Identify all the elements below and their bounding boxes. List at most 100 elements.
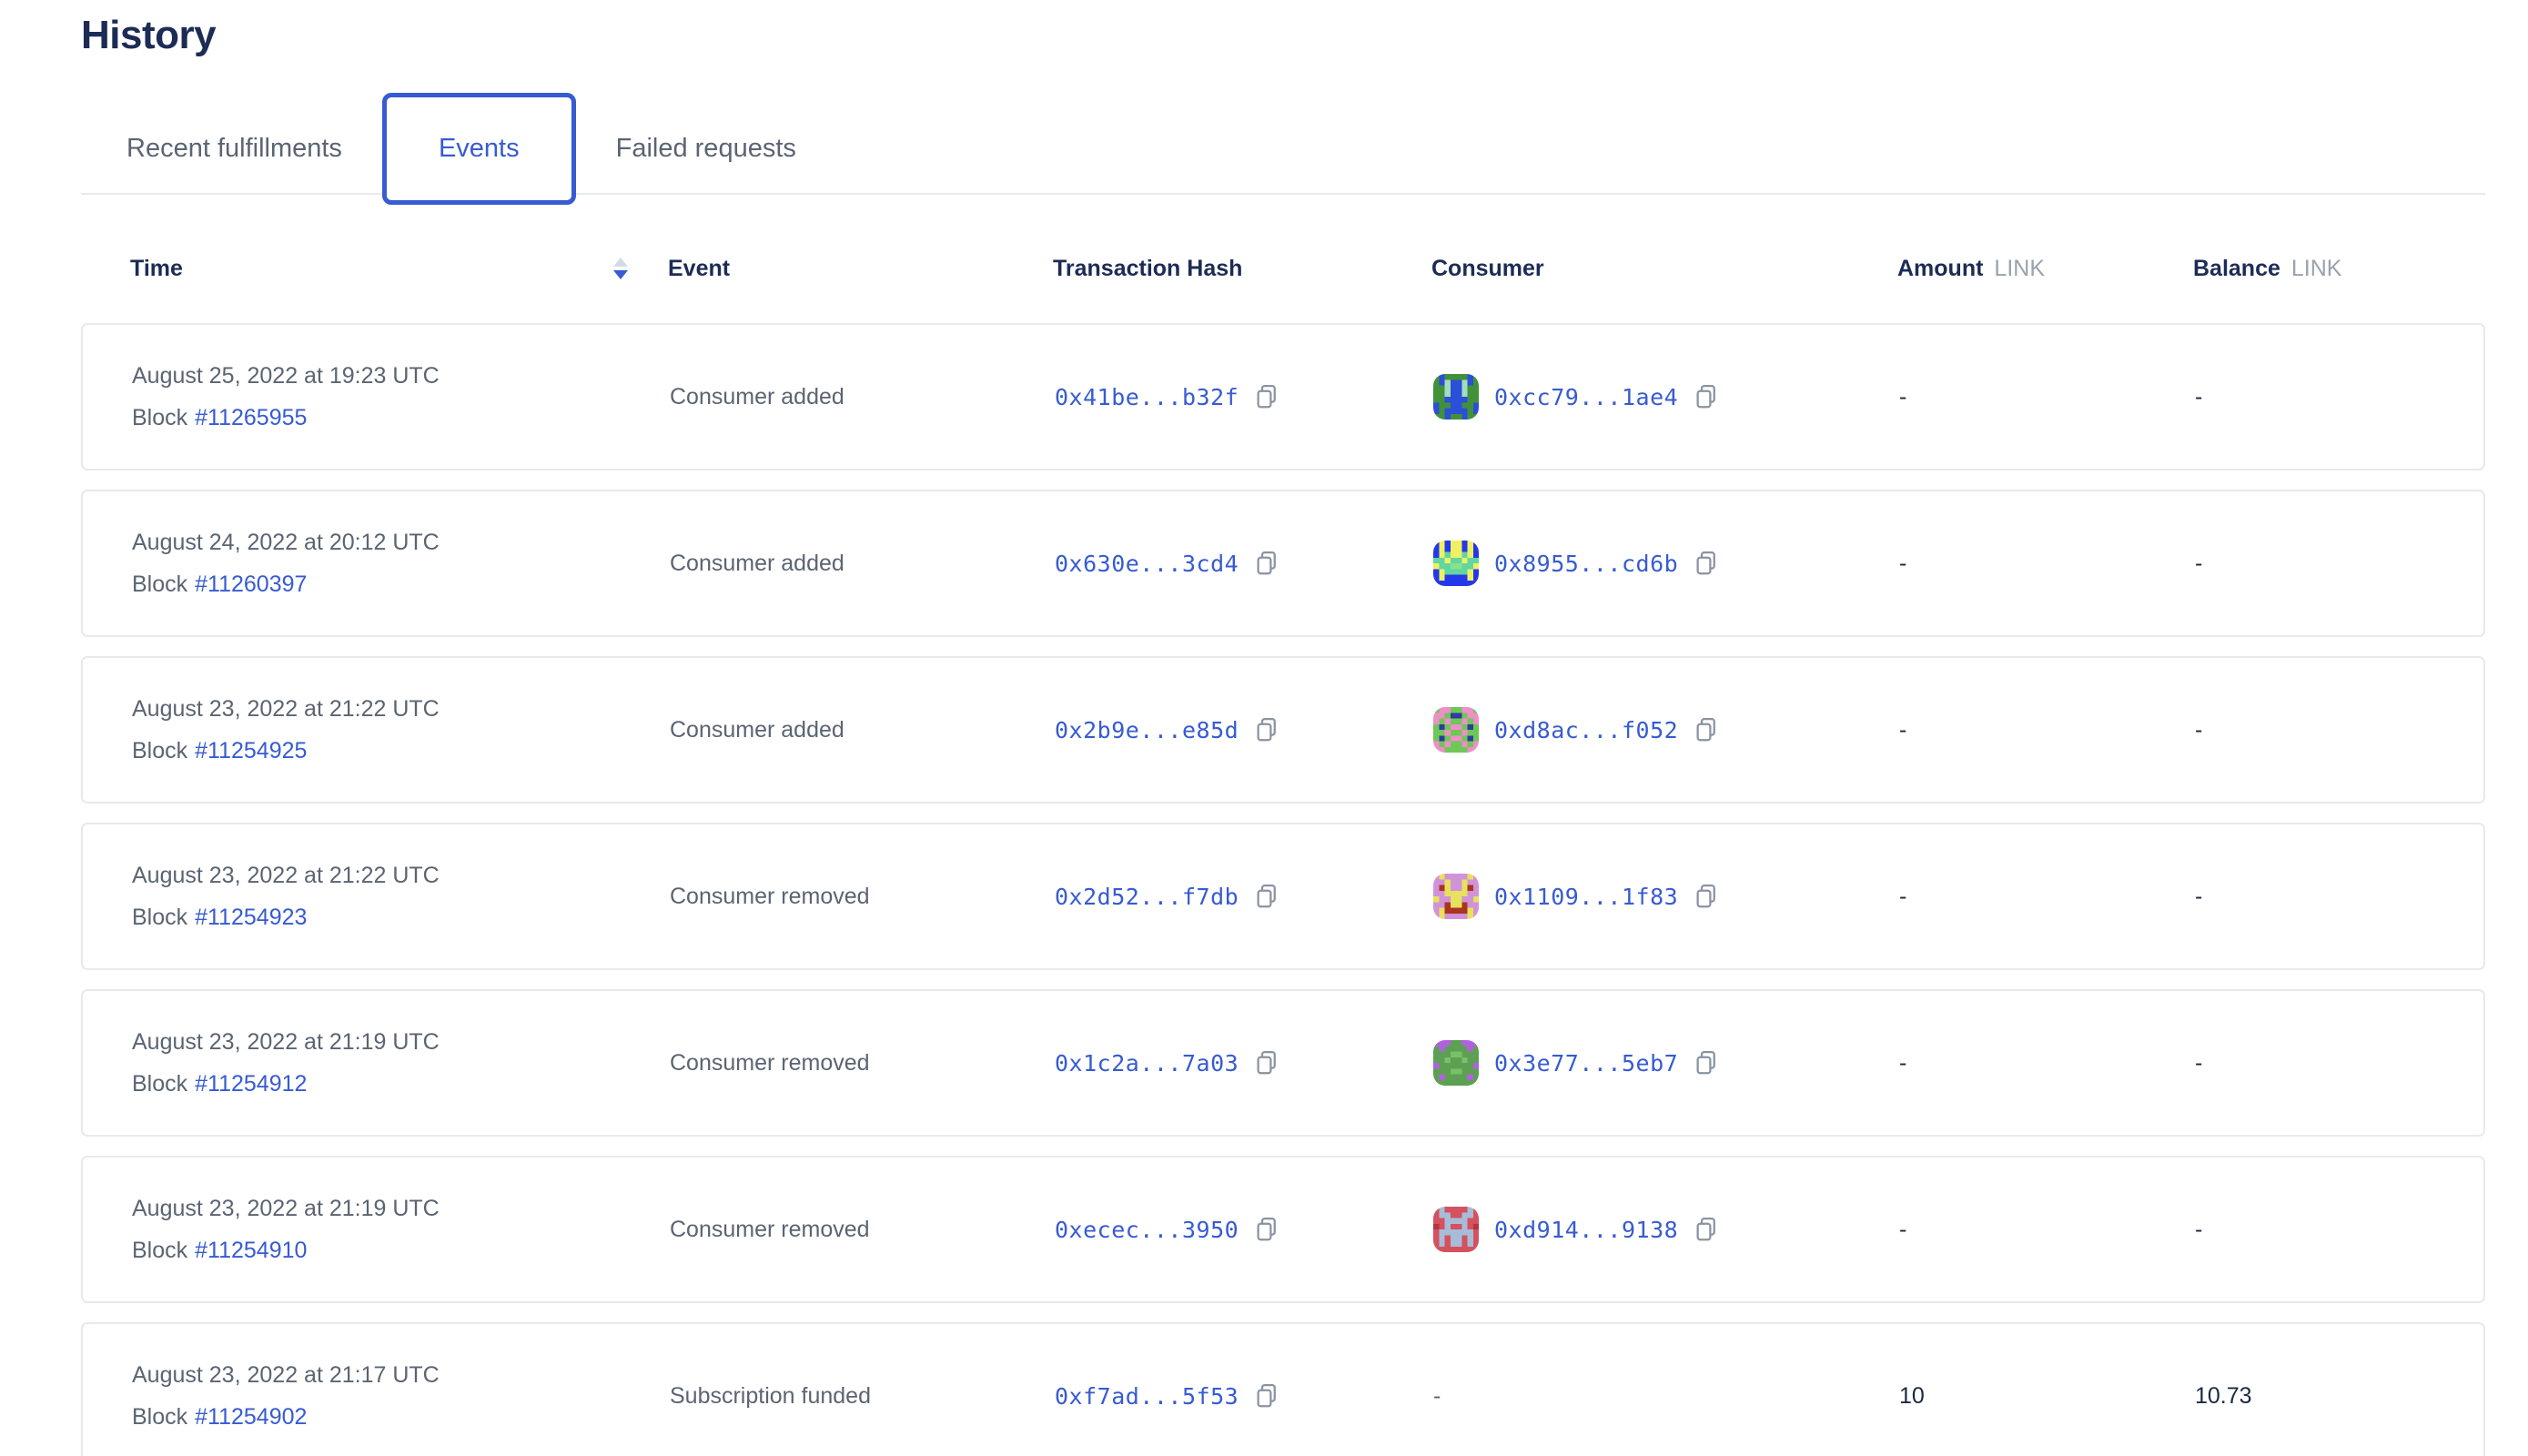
transaction-hash-link[interactable]: 0x2b9e...e85d xyxy=(1055,716,1239,743)
balance-value: - xyxy=(2195,550,2203,576)
transaction-hash-link[interactable]: 0x41be...b32f xyxy=(1055,383,1239,410)
block-number-link[interactable]: #11254910 xyxy=(195,1237,308,1263)
event-timestamp: August 23, 2022 at 21:19 UTC xyxy=(132,1195,440,1221)
events-table-body: August 25, 2022 at 19:23 UTC Block #11265… xyxy=(81,323,2485,1456)
consumer-empty-value: - xyxy=(1433,1382,1441,1409)
block-line: Block #11254910 xyxy=(132,1238,670,1264)
consumer-address-link[interactable]: 0xcc79...1ae4 xyxy=(1494,383,1679,410)
consumer-avatar-identicon xyxy=(1433,1207,1479,1252)
table-row: August 25, 2022 at 19:23 UTC Block #11265… xyxy=(81,323,2485,470)
transaction-hash-link[interactable]: 0xecec...3950 xyxy=(1055,1216,1239,1243)
transaction-hash-link[interactable]: 0x2d52...f7db xyxy=(1055,883,1239,910)
balance-unit-label: LINK xyxy=(2290,255,2342,281)
consumer-cell: 0xd8ac...f052 xyxy=(1433,707,1899,753)
balance-value: - xyxy=(2195,1049,2203,1076)
transaction-hash-cell: 0xecec...3950 xyxy=(1055,1215,1433,1244)
event-timestamp: August 24, 2022 at 20:12 UTC xyxy=(132,529,440,555)
sort-down-arrow-icon xyxy=(613,270,628,279)
amount-value: - xyxy=(1899,1216,1907,1242)
column-header-balance: Balance LINK xyxy=(2193,256,2485,282)
event-type: Consumer removed xyxy=(670,1216,870,1242)
event-type: Consumer added xyxy=(670,550,844,576)
table-row: August 23, 2022 at 21:22 UTC Block #11254… xyxy=(81,823,2485,970)
copy-icon[interactable] xyxy=(1693,882,1720,911)
copy-icon[interactable] xyxy=(1253,715,1280,744)
copy-icon[interactable] xyxy=(1693,549,1720,578)
amount-value: - xyxy=(1899,1049,1907,1076)
consumer-avatar-identicon xyxy=(1433,1040,1479,1086)
column-header-time-label: Time xyxy=(130,255,183,281)
balance-value: 10.73 xyxy=(2195,1382,2252,1409)
block-number-link[interactable]: #11254902 xyxy=(195,1403,308,1430)
block-line: Block #11254902 xyxy=(132,1404,670,1431)
transaction-hash-link[interactable]: 0x630e...3cd4 xyxy=(1055,550,1239,577)
block-label: Block xyxy=(132,904,188,930)
copy-icon[interactable] xyxy=(1253,1215,1280,1244)
consumer-address-link[interactable]: 0x8955...cd6b xyxy=(1494,550,1679,577)
copy-icon[interactable] xyxy=(1253,549,1280,578)
copy-icon[interactable] xyxy=(1693,382,1720,411)
balance-value: - xyxy=(2195,1216,2203,1242)
copy-icon[interactable] xyxy=(1693,715,1720,744)
block-label: Block xyxy=(132,404,188,430)
sort-descending-icon[interactable] xyxy=(613,258,628,279)
consumer-cell: - xyxy=(1433,1383,1899,1410)
block-label: Block xyxy=(132,571,188,597)
balance-value: - xyxy=(2195,883,2203,909)
tab-events[interactable]: Events xyxy=(381,93,576,205)
consumer-cell: 0x1109...1f83 xyxy=(1433,874,1899,919)
column-header-amount: Amount LINK xyxy=(1897,256,2193,282)
amount-value: 10 xyxy=(1899,1382,1925,1409)
copy-icon[interactable] xyxy=(1253,1048,1280,1077)
amount-label: Amount xyxy=(1897,255,1984,281)
block-number-link[interactable]: #11265955 xyxy=(195,404,308,430)
table-row: August 23, 2022 at 21:17 UTC Block #11254… xyxy=(81,1322,2485,1456)
block-label: Block xyxy=(132,1237,188,1263)
copy-icon[interactable] xyxy=(1253,382,1280,411)
column-header-consumer: Consumer xyxy=(1431,255,1544,281)
consumer-address-link[interactable]: 0x1109...1f83 xyxy=(1494,883,1679,910)
consumer-address-link[interactable]: 0xd914...9138 xyxy=(1494,1216,1679,1243)
amount-value: - xyxy=(1899,550,1907,576)
time-cell: August 24, 2022 at 20:12 UTC Block #11260… xyxy=(132,530,670,598)
block-number-link[interactable]: #11254923 xyxy=(195,904,308,930)
copy-icon[interactable] xyxy=(1253,1381,1280,1410)
copy-icon[interactable] xyxy=(1693,1215,1720,1244)
copy-icon[interactable] xyxy=(1253,882,1280,911)
tabs-divider xyxy=(81,193,2485,195)
transaction-hash-link[interactable]: 0x1c2a...7a03 xyxy=(1055,1049,1239,1077)
consumer-avatar-identicon xyxy=(1433,874,1479,919)
consumer-address-link[interactable]: 0x3e77...5eb7 xyxy=(1494,1049,1679,1077)
transaction-hash-cell: 0xf7ad...5f53 xyxy=(1055,1381,1433,1410)
copy-icon[interactable] xyxy=(1693,1048,1720,1077)
tab-failed-requests[interactable]: Failed requests xyxy=(615,134,796,163)
transaction-hash-cell: 0x1c2a...7a03 xyxy=(1055,1048,1433,1077)
balance-label: Balance xyxy=(2193,255,2280,281)
block-label: Block xyxy=(132,1070,188,1097)
event-timestamp: August 23, 2022 at 21:17 UTC xyxy=(132,1361,440,1388)
block-number-link[interactable]: #11254912 xyxy=(195,1070,308,1097)
time-cell: August 23, 2022 at 21:19 UTC Block #11254… xyxy=(132,1196,670,1264)
consumer-cell: 0x8955...cd6b xyxy=(1433,541,1899,586)
consumer-cell: 0xcc79...1ae4 xyxy=(1433,374,1899,420)
block-number-link[interactable]: #11260397 xyxy=(195,571,308,597)
page-title: History xyxy=(81,13,217,57)
consumer-address-link[interactable]: 0xd8ac...f052 xyxy=(1494,716,1679,743)
block-line: Block #11265955 xyxy=(132,405,670,431)
consumer-cell: 0x3e77...5eb7 xyxy=(1433,1040,1899,1086)
block-number-link[interactable]: #11254925 xyxy=(195,737,308,763)
event-timestamp: August 23, 2022 at 21:22 UTC xyxy=(132,695,440,722)
tab-recent-fulfillments[interactable]: Recent fulfillments xyxy=(126,134,342,163)
table-row: August 23, 2022 at 21:22 UTC Block #11254… xyxy=(81,656,2485,804)
transaction-hash-cell: 0x41be...b32f xyxy=(1055,382,1433,411)
block-label: Block xyxy=(132,737,188,763)
event-timestamp: August 23, 2022 at 21:19 UTC xyxy=(132,1028,440,1055)
event-type: Consumer added xyxy=(670,383,844,410)
column-header-time[interactable]: Time xyxy=(130,256,668,282)
time-cell: August 23, 2022 at 21:22 UTC Block #11254… xyxy=(132,696,670,764)
transaction-hash-cell: 0x630e...3cd4 xyxy=(1055,549,1433,578)
transaction-hash-link[interactable]: 0xf7ad...5f53 xyxy=(1055,1382,1239,1410)
amount-value: - xyxy=(1899,383,1907,410)
block-line: Block #11254925 xyxy=(132,738,670,764)
